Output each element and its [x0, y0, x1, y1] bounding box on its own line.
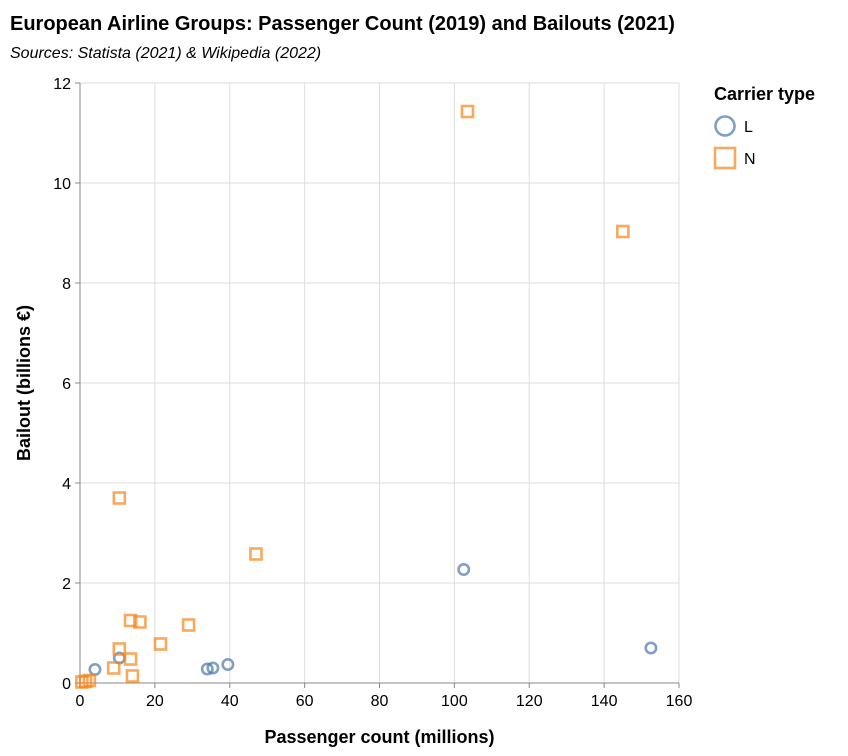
data-point-N — [153, 637, 168, 651]
y-tick-label: 8 — [62, 276, 71, 293]
x-tick-label: 20 — [146, 693, 164, 710]
x-tick-label: 120 — [516, 693, 543, 710]
y-tick-label: 10 — [53, 176, 71, 193]
y-axis-title: Bailout (billions €) — [14, 305, 34, 461]
y-tick-label: 4 — [62, 476, 71, 493]
data-point-L — [200, 662, 214, 676]
x-tick-label: 140 — [591, 693, 618, 710]
chart-title: European Airline Groups: Passenger Count… — [10, 13, 675, 35]
data-points — [75, 104, 658, 689]
legend-label-N: N — [744, 151, 756, 168]
legend-label-L: L — [744, 119, 753, 136]
legend-entries: LN — [713, 115, 756, 170]
x-tick-label: 60 — [296, 693, 314, 710]
data-point-L — [206, 661, 220, 675]
data-point-N — [133, 615, 147, 629]
chart-subtitle: Sources: Statista (2021) & Wikipedia (20… — [10, 45, 321, 62]
x-tick-label: 100 — [441, 693, 468, 710]
data-point-N — [460, 104, 475, 119]
grid-lines — [79, 82, 680, 684]
x-tick-label: 160 — [666, 693, 693, 710]
x-tick-label: 40 — [221, 693, 239, 710]
legend-title: Carrier type — [714, 84, 815, 104]
data-point-N — [112, 491, 127, 505]
data-point-N — [249, 547, 263, 561]
x-axis-title: Passenger count (millions) — [264, 727, 494, 747]
data-point-N — [123, 613, 138, 628]
data-point-N — [181, 618, 196, 632]
data-point-L — [644, 641, 658, 655]
y-tick-label: 2 — [62, 576, 71, 593]
data-point-N — [106, 661, 121, 675]
legend-symbol-L — [714, 115, 736, 137]
y-tick-label: 12 — [53, 76, 71, 93]
axes: 0 20 40 60 80 100 120 140 160 0 2 4 6 8 10 12 — [53, 76, 692, 710]
data-point-N — [125, 669, 140, 683]
legend-symbol-N — [713, 146, 737, 170]
x-tick-label: 80 — [371, 693, 389, 710]
data-point-N — [123, 652, 138, 666]
data-point-L — [221, 657, 235, 671]
data-point-L — [457, 562, 471, 576]
data-point-N — [112, 642, 127, 656]
y-tick-label: 0 — [62, 676, 71, 693]
y-tick-label: 6 — [62, 376, 71, 393]
x-tick-label: 0 — [76, 693, 85, 710]
data-point-L — [88, 662, 102, 676]
data-point-N — [616, 224, 630, 239]
legend: Carrier type LN — [713, 84, 815, 170]
data-point-N — [82, 673, 97, 688]
